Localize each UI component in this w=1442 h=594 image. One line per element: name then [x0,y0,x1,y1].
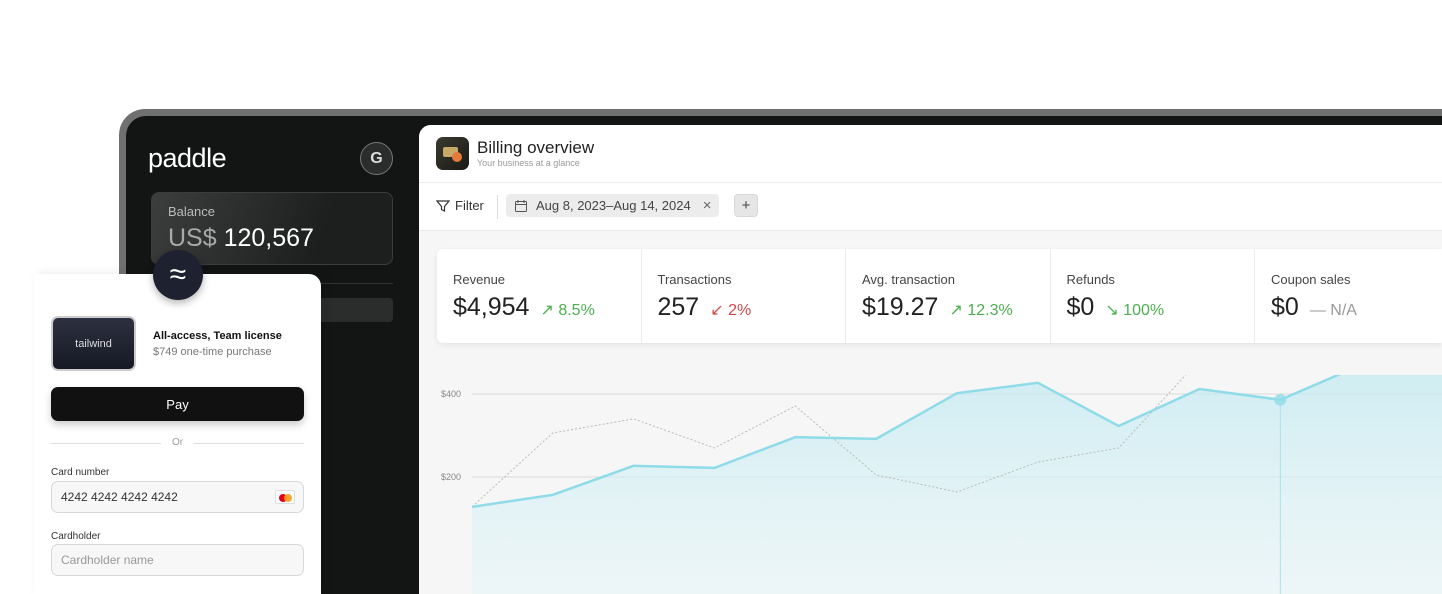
balance-card: Balance US$ 120,567 [151,192,393,265]
metric-value: $4,954 [453,293,530,321]
product-name: All-access, Team license [153,330,282,342]
y-tick-label: $400 [441,389,461,399]
metric-change: — N/A [1309,302,1357,319]
metric-change: ↗ 12.3% [949,302,1013,319]
metric-card[interactable]: Refunds $0 ↘ 100% [1051,249,1255,343]
metric-label: Transactions [657,272,732,287]
comparison-line [471,375,1187,508]
metric-label: Avg. transaction [862,272,955,287]
filter-bar: Filter Aug 8, 2023–Aug 14, 2024 × + [419,183,1442,231]
revenue-chart[interactable]: $600$400$200 [419,375,1442,594]
date-range-value: Aug 8, 2023–Aug 14, 2024 [536,198,691,213]
metric-card[interactable]: Avg. transaction $19.27 ↗ 12.3% [846,249,1051,343]
metric-value: $0 [1066,293,1095,321]
balance-label: Balance [168,204,215,219]
mastercard-icon [275,490,295,504]
divider [497,195,498,219]
remove-filter-icon[interactable]: × [702,197,712,214]
product-price: $749 one-time purchase [153,346,272,358]
metric-value: 257 [657,293,700,321]
product-image: tailwind [51,316,136,371]
org-switcher-icon[interactable]: G [360,142,393,175]
paddle-logo: paddle [148,143,227,173]
page-subtitle: Your business at a glance [477,158,580,168]
metric-change: ↗ 8.5% [540,302,595,319]
calendar-icon [515,199,527,212]
tailwind-logo-icon: ≈ [153,250,203,300]
metric-value: $19.27 [862,293,939,321]
add-filter-button[interactable]: + [734,194,758,217]
filter-icon [436,199,450,212]
apple-pay-button[interactable]: Pay [51,387,304,421]
or-divider: Or [51,437,304,448]
billing-icon [436,137,469,170]
sidebar-divider [321,283,393,284]
sidebar-item[interactable] [321,298,393,322]
balance-currency: US$ [168,224,217,252]
y-tick-label: $200 [441,472,461,482]
metric-label: Refunds [1066,272,1115,287]
data-point [1274,393,1287,406]
card-number-input[interactable]: 4242 4242 4242 4242 [51,481,304,513]
page-header: Billing overview Your business at a glan… [419,125,1442,183]
checkout-card: tailwind All-access, Team license $749 o… [34,274,321,594]
metric-value: $0 [1271,293,1299,321]
metric-change: ↘ 100% [1105,302,1165,319]
main-panel: Billing overview Your business at a glan… [419,125,1442,594]
filter-label: Filter [455,198,484,213]
filter-button[interactable]: Filter [436,198,484,213]
balance-amount: US$ 120,567 [168,224,314,253]
metric-label: Coupon sales [1271,272,1351,287]
metric-card[interactable]: Transactions 257 ↙ 2% [642,249,846,343]
metric-card[interactable]: Coupon sales $0 — N/A [1255,249,1442,343]
metric-label: Revenue [453,272,506,287]
balance-value: 120,567 [223,224,314,252]
card-number-value: 4242 4242 4242 4242 [61,490,178,504]
cardholder-label: Cardholder [51,531,101,542]
card-number-label: Card number [51,467,110,478]
metric-card[interactable]: Revenue $4,954 ↗ 8.5% [437,249,642,343]
area-fill [472,375,1442,594]
cardholder-input[interactable] [51,544,304,576]
page-title: Billing overview [477,138,595,157]
metric-change: ↙ 2% [710,302,752,319]
metrics-row: Revenue $4,954 ↗ 8.5% Transactions 257 ↙ 2% … [437,249,1442,343]
date-range-chip[interactable]: Aug 8, 2023–Aug 14, 2024 × [506,194,720,217]
